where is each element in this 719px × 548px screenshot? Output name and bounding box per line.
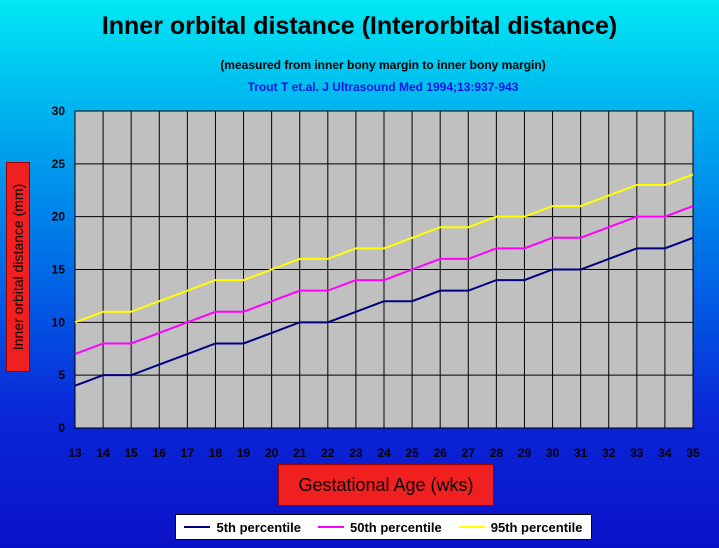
y-axis-label: Inner orbital distance (mm) xyxy=(6,162,30,372)
y-tick-label: 20 xyxy=(52,210,66,224)
legend-item-95th: 95th percentile xyxy=(458,519,583,535)
x-tick-label: 21 xyxy=(293,446,307,460)
legend-label-5th: 5th percentile xyxy=(216,519,302,535)
y-tick-label: 25 xyxy=(52,157,66,171)
series-line-95th-percentile xyxy=(74,173,694,324)
y-tick-label: 15 xyxy=(52,263,66,277)
legend-swatch-50th xyxy=(317,526,344,528)
y-axis-label-text: Inner orbital distance (mm) xyxy=(10,183,26,351)
x-tick-label: 19 xyxy=(237,446,251,460)
y-tick-label: 5 xyxy=(58,368,65,382)
y-tick-label: 0 xyxy=(58,421,65,435)
x-tick-label: 34 xyxy=(658,446,672,460)
legend-label-50th: 50th percentile xyxy=(349,519,442,535)
chart-title: Inner orbital distance (Interorbital dis… xyxy=(101,12,618,40)
series-line-50th-percentile xyxy=(74,205,694,355)
x-tick-label: 28 xyxy=(490,446,504,460)
x-tick-label: 32 xyxy=(602,446,616,460)
x-tick-label: 16 xyxy=(153,446,167,460)
y-tick-label: 10 xyxy=(52,315,66,329)
legend-item-5th: 5th percentile xyxy=(184,520,301,535)
plot-border xyxy=(74,110,694,429)
x-tick-label: 24 xyxy=(377,446,391,460)
x-tick-label: 17 xyxy=(181,446,195,460)
x-tick-label: 26 xyxy=(434,446,448,460)
x-tick-label: 15 xyxy=(125,446,139,460)
legend-swatch-5th xyxy=(184,526,211,528)
x-tick-labels: 13 14 15 16 17 18 19 20 21 22 23 24 25 26 27 28 29 30 31 32… xyxy=(68,446,700,460)
x-tick-label: 35 xyxy=(686,446,700,460)
legend-item-50th: 50th percentile xyxy=(317,519,442,535)
chart-subtitle: (measured from inner bony margin to inne… xyxy=(220,58,546,72)
legend-swatch-95th xyxy=(458,526,485,528)
y-tick-labels: 0 5 10 15 20 25 30 xyxy=(52,104,66,435)
x-axis-label: Gestational Age (wks) xyxy=(278,464,494,506)
x-tick-label: 14 xyxy=(96,446,110,460)
chart-source: Trout T et.al. J Ultrasound Med 1994;13:… xyxy=(247,80,519,94)
legend: 5th percentile 50th percentile 95th perc… xyxy=(175,514,592,540)
x-tick-label: 25 xyxy=(405,446,419,460)
x-tick-label: 23 xyxy=(349,446,363,460)
x-tick-label: 22 xyxy=(321,446,335,460)
x-tick-label: 20 xyxy=(265,446,279,460)
y-tick-label: 30 xyxy=(52,104,66,118)
x-tick-label: 33 xyxy=(630,446,644,460)
x-tick-label: 18 xyxy=(209,446,223,460)
x-tick-label: 29 xyxy=(518,446,532,460)
series-line-5th-percentile xyxy=(74,236,694,387)
legend-label-95th: 95th percentile xyxy=(490,519,583,535)
axes xyxy=(74,110,694,429)
x-tick-label: 31 xyxy=(574,446,588,460)
series-lines xyxy=(74,173,694,387)
x-tick-label: 27 xyxy=(462,446,476,460)
x-tick-label: 13 xyxy=(68,446,82,460)
x-tick-label: 30 xyxy=(546,446,560,460)
